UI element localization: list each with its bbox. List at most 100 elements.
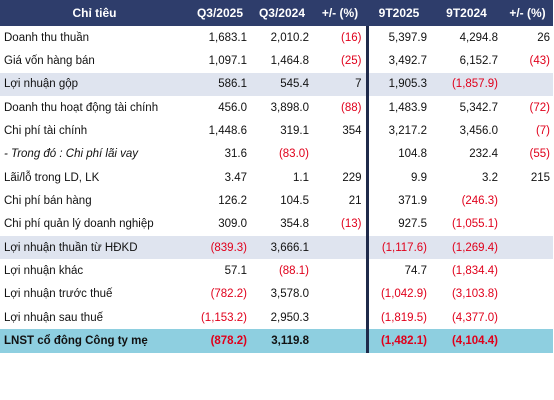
row-label: Doanh thu hoạt động tài chính <box>4 101 159 114</box>
value-cell <box>502 283 553 306</box>
table-row: Lợi nhuận gộp 586.1 545.4 7 1,905.3 (1,857.9) <box>0 72 553 97</box>
value-cell: 31.6 <box>224 148 247 161</box>
value-cell: (1,055.1) <box>451 218 498 231</box>
value-cell: 232.4 <box>469 148 498 161</box>
table-row: Giá vốn hàng bán 1,097.1 1,464.8 (25) 3,492.… <box>0 49 553 73</box>
value-cell: 3,578.0 <box>270 288 309 301</box>
value-cell: (16) <box>313 26 369 50</box>
row-label: Giá vốn hàng bán <box>4 55 95 68</box>
value-cell: 7 <box>313 72 369 97</box>
table-row: Lợi nhuận thuần từ HĐKD (839.3) 3,666.1 (1,… <box>0 236 553 260</box>
value-cell: 3,666.1 <box>251 236 313 260</box>
value-cell <box>313 306 369 330</box>
value-cell: 371.9 <box>398 195 427 208</box>
row-label: LNST cổ đông Công ty mẹ <box>0 329 189 354</box>
value-cell: (43) <box>529 55 550 68</box>
table-row: Chi phí bán hàng 126.2 104.5 21 371.9 (246.3) <box>0 189 553 213</box>
value-cell <box>313 282 369 307</box>
value-cell <box>502 329 553 354</box>
header-9t2025: 9T2025 <box>378 6 420 20</box>
header-row: Chỉ tiêu Q3/2025 Q3/2024 +/- (%) 9T2025 … <box>0 0 553 26</box>
value-cell: (1,834.4) <box>451 265 498 278</box>
row-label: Chi phí bán hàng <box>4 195 92 208</box>
value-cell: 1,448.6 <box>208 125 247 138</box>
value-cell: (878.2) <box>189 329 251 354</box>
header-9t2024: 9T2024 <box>446 6 487 20</box>
value-cell: 319.1 <box>280 125 309 138</box>
value-cell: (13) <box>313 212 369 237</box>
row-label: Lợi nhuận thuần từ HĐKD <box>0 236 189 260</box>
value-cell: (83.0) <box>278 148 309 161</box>
row-label: Chi phí tài chính <box>4 125 88 138</box>
value-cell: (72) <box>529 101 550 114</box>
row-label: - Trong đó : Chi phí lãi vay <box>4 148 139 161</box>
value-cell: (4,377.0) <box>451 311 498 324</box>
value-cell: 354 <box>313 119 369 143</box>
value-cell: (246.3) <box>461 195 498 208</box>
header-q3-2025: Q3/2025 <box>196 6 244 20</box>
value-cell: 215 <box>530 171 550 184</box>
table-row: Doanh thu thuần 1,683.1 2,010.2 (16) 5,397.9… <box>0 26 553 50</box>
value-cell: 3,456.0 <box>459 125 498 138</box>
value-cell <box>502 259 553 282</box>
row-label: Chi phí quản lý doanh nghiệp <box>4 218 154 231</box>
value-cell: 1.1 <box>293 171 309 184</box>
value-cell: (1,153.2) <box>200 311 247 324</box>
value-cell: 26 <box>537 31 550 44</box>
table-header: Chỉ tiêu Q3/2025 Q3/2024 +/- (%) 9T2025 … <box>0 0 553 26</box>
row-label: Lợi nhuận khác <box>4 265 84 278</box>
row-label: Lãi/lỗ trong LD, LK <box>4 171 100 184</box>
value-cell: 586.1 <box>189 72 251 97</box>
table-row: LNST cổ đông Công ty mẹ (878.2) 3,119.8 (1,… <box>0 329 553 354</box>
value-cell: 3,898.0 <box>270 101 309 114</box>
value-cell: 927.5 <box>398 218 427 231</box>
value-cell: (1,117.6) <box>367 236 431 260</box>
value-cell: 1,683.1 <box>208 31 247 44</box>
value-cell: 104.8 <box>398 148 427 161</box>
value-cell: (55) <box>529 148 550 161</box>
value-cell: (88) <box>313 96 369 120</box>
value-cell: 6,152.7 <box>459 55 498 68</box>
table-row: Lợi nhuận khác 57.1 (88.1) 74.7 (1,834.4) <box>0 259 553 283</box>
value-cell: 309.0 <box>218 218 247 231</box>
value-cell <box>502 236 553 260</box>
value-cell: (1,042.9) <box>380 288 427 301</box>
value-cell: 3,492.7 <box>388 55 427 68</box>
value-cell: (1,819.5) <box>380 311 427 324</box>
value-cell: 21 <box>313 189 369 213</box>
value-cell: 5,397.9 <box>388 31 427 44</box>
table-row: - Trong đó : Chi phí lãi vay 31.6 (83.0) 10… <box>0 142 553 167</box>
value-cell <box>313 259 369 283</box>
table-row: Lợi nhuận trước thuế (782.2) 3,578.0 (1,042… <box>0 282 553 307</box>
value-cell: (782.2) <box>210 288 247 301</box>
table-row: Lợi nhuận sau thuế (1,153.2) 2,950.3 (1,819… <box>0 306 553 330</box>
header-q3-2024: Q3/2024 <box>258 6 306 20</box>
value-cell <box>502 213 553 236</box>
value-cell <box>313 142 369 167</box>
value-cell: 1,905.3 <box>367 72 431 97</box>
value-cell <box>313 236 369 260</box>
value-cell: (88.1) <box>278 265 309 278</box>
value-cell: 1,464.8 <box>270 55 309 68</box>
value-cell <box>502 72 553 97</box>
value-cell: 3,217.2 <box>388 125 427 138</box>
value-cell: 57.1 <box>224 265 247 278</box>
value-cell: (25) <box>313 49 369 73</box>
value-cell: (1,482.1) <box>367 329 431 354</box>
value-cell: (3,103.8) <box>451 288 498 301</box>
header-ytd-change: +/- (%) <box>509 6 546 20</box>
header-quarter-change: +/- (%) <box>321 6 359 20</box>
value-cell <box>313 329 369 354</box>
value-cell: 126.2 <box>218 195 247 208</box>
table-row: Chi phí tài chính 1,448.6 319.1 354 3,217.2 3… <box>0 119 553 143</box>
value-cell: (839.3) <box>189 236 251 260</box>
value-cell: (7) <box>535 125 550 138</box>
header-indicator: Chỉ tiêu <box>72 6 117 20</box>
value-cell: 9.9 <box>411 171 427 184</box>
value-cell: 104.5 <box>280 195 309 208</box>
value-cell: 5,342.7 <box>459 101 498 114</box>
row-label: Lợi nhuận trước thuế <box>4 288 113 301</box>
value-cell: 2,010.2 <box>270 31 309 44</box>
value-cell <box>502 189 553 212</box>
value-cell: 74.7 <box>404 265 427 278</box>
